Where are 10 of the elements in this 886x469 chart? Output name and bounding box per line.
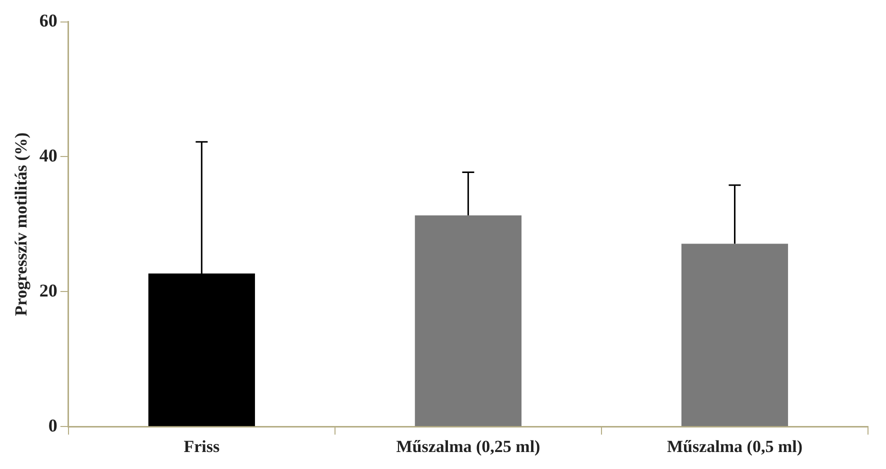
bar bbox=[414, 215, 522, 426]
y-axis-title: Progresszív motilitás (%) bbox=[12, 132, 31, 316]
bar bbox=[681, 244, 788, 426]
x-tick-label: Műszalma (0,5 ml) bbox=[666, 437, 802, 456]
y-tick-label: 60 bbox=[39, 10, 58, 30]
y-tick-label: 40 bbox=[39, 145, 58, 166]
y-tick-label: 20 bbox=[39, 280, 58, 300]
x-tick-label: Műszalma (0,25 ml) bbox=[396, 437, 540, 456]
x-tick-label: Friss bbox=[184, 437, 220, 456]
y-tick-label: 0 bbox=[48, 415, 58, 436]
